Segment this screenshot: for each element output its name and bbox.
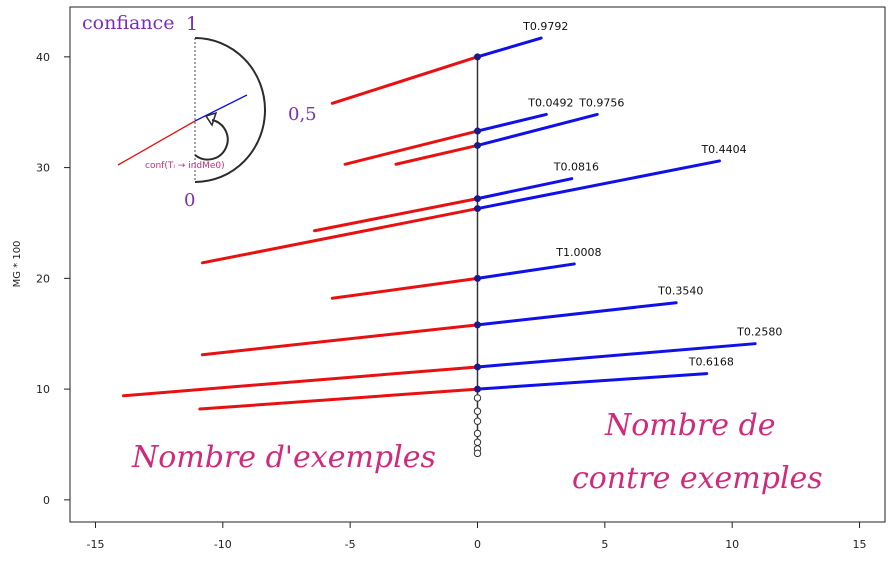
segment-left-red bbox=[121, 365, 479, 398]
segment-point bbox=[474, 385, 481, 393]
segments: T0.9792 T0.0492 T0.9756 T0.0816 T0.4404 T1.00… bbox=[121, 20, 782, 411]
y-tick-label: 30 bbox=[36, 162, 50, 175]
segment-group: T0.2580 bbox=[121, 326, 782, 398]
segment-left-red bbox=[394, 143, 479, 166]
y-axis: 0 10 20 30 40 bbox=[36, 51, 70, 507]
x-tick-label: 15 bbox=[853, 538, 867, 551]
segment-right-blue bbox=[476, 112, 548, 133]
open-point bbox=[473, 407, 482, 415]
confidence-arc bbox=[194, 37, 266, 183]
inset-title: confiance bbox=[82, 12, 174, 34]
open-points bbox=[473, 394, 482, 458]
segment-group: T0.0816 bbox=[313, 161, 599, 233]
x-tick-label: -5 bbox=[345, 538, 356, 551]
segment-point bbox=[474, 205, 481, 213]
inset-red-line bbox=[117, 120, 196, 166]
segment-group: T1.0008 bbox=[330, 246, 602, 300]
segment-label: T0.9792 bbox=[522, 20, 568, 33]
segment-right-blue bbox=[476, 342, 757, 369]
x-tick-label: -15 bbox=[86, 538, 104, 551]
segment-group: T0.4404 bbox=[200, 143, 747, 265]
segment-right-blue bbox=[476, 36, 543, 59]
inset-top-value: 1 bbox=[186, 13, 198, 35]
inset-formula: conf(Tᵢ → indMe0) bbox=[145, 161, 225, 171]
segment-point bbox=[474, 274, 481, 282]
x-tick-label: 10 bbox=[725, 538, 739, 551]
segment-left-red bbox=[330, 276, 479, 300]
segment-label: T0.6168 bbox=[688, 356, 734, 369]
segment-point bbox=[474, 127, 481, 135]
annotation-counterexamples-line2: contre exemples bbox=[572, 461, 823, 496]
segment-point bbox=[474, 195, 481, 203]
segment-label: T0.2580 bbox=[736, 326, 782, 339]
open-point bbox=[473, 449, 482, 458]
annotation-counterexamples-line1: Nombre de bbox=[604, 408, 776, 443]
segment-right-blue bbox=[476, 372, 709, 391]
segment-left-red bbox=[330, 55, 479, 105]
x-tick-label: 0 bbox=[474, 538, 481, 551]
segment-right-blue bbox=[476, 112, 599, 147]
segment-point bbox=[474, 53, 481, 61]
segment-label: T0.4404 bbox=[700, 143, 746, 156]
y-tick-label: 40 bbox=[36, 51, 50, 64]
y-axis-title: MG * 100 bbox=[12, 241, 23, 288]
segment-left-red bbox=[198, 387, 479, 411]
inset-blue-line bbox=[194, 94, 248, 122]
segment-label: T0.0816 bbox=[553, 161, 599, 174]
segment-left-red bbox=[200, 323, 479, 357]
y-tick-label: 20 bbox=[36, 272, 50, 285]
rotation-arrow-icon bbox=[194, 119, 229, 161]
open-point bbox=[473, 417, 482, 425]
segment-right-blue bbox=[476, 262, 576, 280]
segment-point bbox=[474, 321, 481, 329]
y-tick-label: 10 bbox=[36, 383, 50, 396]
segment-right-blue bbox=[476, 159, 721, 211]
segment-left-red bbox=[343, 129, 479, 166]
confidence-inset: confiance 1 0,5 0 conf(Tᵢ → indMe0) bbox=[82, 12, 317, 211]
x-tick-label: -10 bbox=[214, 538, 232, 551]
open-point bbox=[473, 429, 482, 438]
segment-point bbox=[474, 141, 481, 149]
annotation-examples: Nombre d'exemples bbox=[131, 440, 436, 475]
inset-bottom-value: 0 bbox=[184, 190, 195, 211]
x-axis: -15 -10 -5 0 5 10 15 bbox=[86, 522, 867, 551]
y-tick-label: 0 bbox=[43, 494, 50, 507]
arrowhead-icon bbox=[204, 111, 218, 127]
segment-left-red bbox=[313, 197, 479, 233]
segment-label: T0.9756 bbox=[578, 96, 624, 109]
segment-group: T0.9756 bbox=[394, 96, 624, 166]
x-tick-label: 5 bbox=[601, 538, 608, 551]
segment-group: T0.0492 bbox=[343, 96, 573, 166]
segment-label: T0.0492 bbox=[527, 96, 573, 109]
segment-point bbox=[474, 363, 481, 371]
segment-group: T0.6168 bbox=[198, 356, 734, 411]
open-point bbox=[473, 438, 482, 446]
segment-group: T0.9792 bbox=[330, 20, 568, 105]
segment-label: T0.3540 bbox=[657, 285, 703, 298]
segment-right-blue bbox=[476, 177, 574, 201]
segment-left-red bbox=[200, 207, 479, 265]
open-point bbox=[473, 394, 482, 402]
segment-right-blue bbox=[476, 301, 678, 327]
segment-group: T0.3540 bbox=[200, 285, 703, 357]
segment-label: T1.0008 bbox=[555, 246, 601, 259]
inset-mid-value: 0,5 bbox=[288, 104, 317, 125]
